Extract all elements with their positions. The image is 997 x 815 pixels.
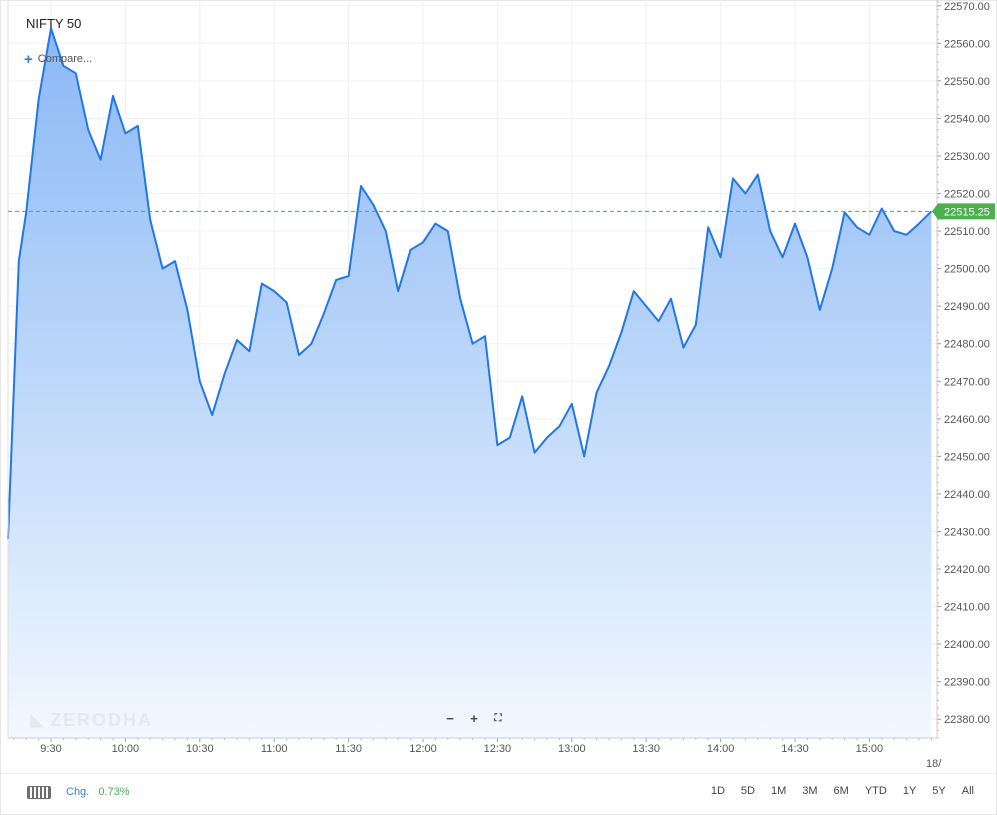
y-tick-label: 22470.00 bbox=[944, 376, 990, 388]
fit-screen-button[interactable]: ⛶ bbox=[494, 712, 502, 724]
y-tick-label: 22460.00 bbox=[944, 414, 990, 426]
range-button-1m[interactable]: 1M bbox=[770, 785, 787, 797]
y-tick-label: 22520.00 bbox=[944, 189, 990, 201]
zoom-out-button[interactable]: − bbox=[446, 710, 454, 726]
x-tick-label: 15:00 bbox=[856, 743, 884, 755]
x-tick-label: 13:30 bbox=[632, 743, 660, 755]
keyboard-icon[interactable] bbox=[27, 786, 51, 799]
range-button-all[interactable]: All bbox=[961, 785, 974, 797]
y-tick-label: 22420.00 bbox=[944, 564, 990, 576]
y-tick-label: 22510.00 bbox=[944, 226, 990, 238]
last-price-label: 22515.25 bbox=[944, 206, 990, 218]
change-display: Chg. 0.73% bbox=[66, 786, 130, 798]
price-line bbox=[7, 27, 933, 540]
y-tick-label: 22450.00 bbox=[944, 451, 990, 463]
x-tick-label: 14:00 bbox=[707, 743, 735, 755]
range-button-3m[interactable]: 3M bbox=[802, 785, 818, 797]
plus-icon: + bbox=[24, 50, 33, 68]
compare-label: Compare... bbox=[37, 53, 93, 65]
range-button-1y[interactable]: 1Y bbox=[902, 785, 917, 797]
y-tick-label: 22410.00 bbox=[944, 602, 990, 614]
x-tick-label: 12:00 bbox=[409, 743, 437, 755]
y-tick-label: 22490.00 bbox=[944, 301, 990, 313]
range-button-1d[interactable]: 1D bbox=[710, 785, 725, 797]
range-button-ytd[interactable]: YTD bbox=[864, 785, 887, 797]
y-tick-label: 22570.00 bbox=[944, 1, 990, 13]
watermark: ZERODHA bbox=[30, 710, 153, 731]
zoom-controls: − + ⛶ bbox=[440, 709, 508, 727]
y-tick-label: 22400.00 bbox=[944, 639, 990, 651]
range-selector: 1D 5D 1M 3M 6M YTD 1Y 5Y All bbox=[703, 785, 974, 797]
x-edge-label: 18/ bbox=[926, 758, 942, 770]
y-tick-label: 22530.00 bbox=[944, 151, 990, 163]
y-tick-label: 22560.00 bbox=[944, 38, 990, 50]
change-label: Chg. bbox=[66, 786, 90, 798]
x-tick-label: 9:30 bbox=[40, 743, 61, 755]
y-tick-label: 22550.00 bbox=[944, 76, 990, 88]
chart-title: NIFTY 50 bbox=[26, 16, 82, 31]
zoom-in-button[interactable]: + bbox=[470, 710, 478, 726]
price-chart[interactable]: 22380.00 22390.00 22400.00 22410.00 22420.00… bbox=[0, 0, 997, 772]
last-price-badge bbox=[932, 203, 995, 220]
x-tick-label: 14:30 bbox=[781, 743, 809, 755]
watermark-text: ZERODHA bbox=[50, 710, 153, 730]
price-area bbox=[8, 28, 932, 739]
compare-button[interactable]: + Compare... bbox=[24, 50, 93, 68]
y-tick-label: 22440.00 bbox=[944, 489, 990, 501]
zerodha-logo-icon bbox=[30, 713, 44, 728]
range-button-5y[interactable]: 5Y bbox=[932, 785, 946, 797]
change-value: 0.73% bbox=[98, 786, 130, 798]
x-tick-label: 10:00 bbox=[112, 743, 140, 755]
x-tick-label: 10:30 bbox=[186, 743, 214, 755]
y-tick-label: 22430.00 bbox=[944, 526, 990, 538]
x-tick-label: 13:00 bbox=[558, 743, 586, 755]
x-tick-label: 11:30 bbox=[335, 743, 362, 755]
y-tick-label: 22480.00 bbox=[944, 339, 990, 351]
chart-footer: Chg. 0.73% 1D 5D 1M 3M 6M YTD 1Y 5Y All bbox=[1, 773, 996, 813]
y-tick-label: 22380.00 bbox=[944, 714, 990, 726]
x-tick-label: 12:30 bbox=[484, 743, 512, 755]
range-button-6m[interactable]: 6M bbox=[833, 785, 849, 797]
x-tick-label: 11:00 bbox=[261, 743, 288, 755]
y-tick-label: 22500.00 bbox=[944, 264, 990, 276]
range-button-5d[interactable]: 5D bbox=[740, 785, 755, 797]
y-tick-label: 22390.00 bbox=[944, 677, 990, 689]
y-tick-label: 22540.00 bbox=[944, 113, 990, 125]
